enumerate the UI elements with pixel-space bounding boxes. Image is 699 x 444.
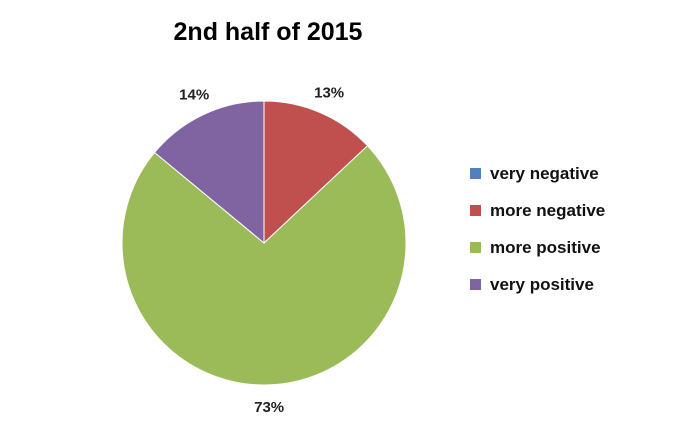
chart-title: 2nd half of 2015 <box>173 18 363 46</box>
legend-swatch <box>470 205 481 216</box>
legend-label: more negative <box>490 200 606 220</box>
legend-item: very positive <box>470 266 605 303</box>
data-label-more-negative: 13% <box>314 84 344 101</box>
pie-slice-very-positive <box>153 100 265 245</box>
pie-slice-more-positive <box>121 145 407 386</box>
legend: very negative more negative more positive v… <box>470 155 605 303</box>
legend-item: more positive <box>470 229 605 266</box>
data-label-very-positive: 14% <box>179 87 209 104</box>
legend-label: very negative <box>490 163 599 183</box>
legend-swatch <box>470 242 481 253</box>
legend-swatch <box>470 279 481 290</box>
pie-slice-more-negative <box>263 100 369 245</box>
legend-item: very negative <box>470 155 605 192</box>
legend-label: very positive <box>490 274 594 294</box>
data-label-more-positive: 73% <box>254 399 284 416</box>
legend-swatch <box>470 168 481 179</box>
legend-label: more positive <box>490 237 601 257</box>
legend-item: more negative <box>470 192 605 229</box>
